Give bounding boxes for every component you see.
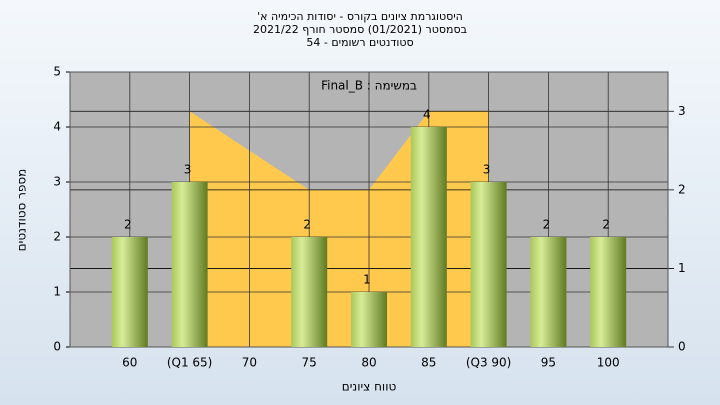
data-label: 3 <box>483 163 491 177</box>
data-label: 3 <box>184 163 192 177</box>
x-tick-label: 80 <box>361 356 376 370</box>
bar <box>291 237 328 347</box>
y2-tick-label: 3 <box>678 104 686 118</box>
y2-tick-label: 0 <box>678 340 686 354</box>
y2-tick-label: 1 <box>678 261 686 275</box>
data-label: 2 <box>303 218 311 232</box>
bar <box>171 182 208 347</box>
x-tick-label: 75 <box>302 356 317 370</box>
x-tick-label: (Q3 90) <box>466 356 512 370</box>
y2-tick-label: 2 <box>678 182 686 196</box>
bar <box>590 237 627 347</box>
x-tick-label: 95 <box>541 356 556 370</box>
data-label: 2 <box>602 218 610 232</box>
bar <box>351 292 387 347</box>
y-tick-label: 5 <box>53 65 61 79</box>
y-tick-label: 2 <box>53 230 61 244</box>
plot: 0 1 2 3 4 5 0 1 2 3 60 2 (Q1 65) 3 70 75 2 80 1 85 4 (Q3 90) 3… <box>53 65 685 370</box>
y-tick-label: 3 <box>53 175 61 189</box>
data-label: 2 <box>124 218 132 232</box>
title: היסטוגרמת ציונים בקורס - יסודות הכימיה א… <box>257 10 463 23</box>
title: בסמסטר (01/2021) סמסטר חורף 2021/22 <box>253 23 467 36</box>
y-tick-label: 1 <box>53 285 61 299</box>
data-label: 2 <box>543 218 551 232</box>
bar <box>470 182 507 347</box>
y-tick-label: 0 <box>53 340 61 354</box>
data-label: 4 <box>423 108 431 122</box>
y-tick-label: 4 <box>53 120 61 134</box>
data-label: 1 <box>363 273 371 287</box>
title: סטודנטים רשומים - 54 <box>306 36 413 49</box>
y-axis-label: מספר סטודנטים <box>15 169 29 252</box>
x-tick-label: 70 <box>242 356 257 370</box>
x-tick-label: (Q1 65) <box>167 356 213 370</box>
bar <box>111 237 148 347</box>
x-tick-label: 60 <box>122 356 137 370</box>
x-tick-label: 100 <box>597 356 620 370</box>
bar <box>410 127 447 347</box>
x-tick-label: 85 <box>421 356 436 370</box>
annotation: במשימה : Final_B <box>321 79 417 93</box>
x-axis-label: טווח ציונים <box>342 380 397 394</box>
bar <box>530 237 567 347</box>
